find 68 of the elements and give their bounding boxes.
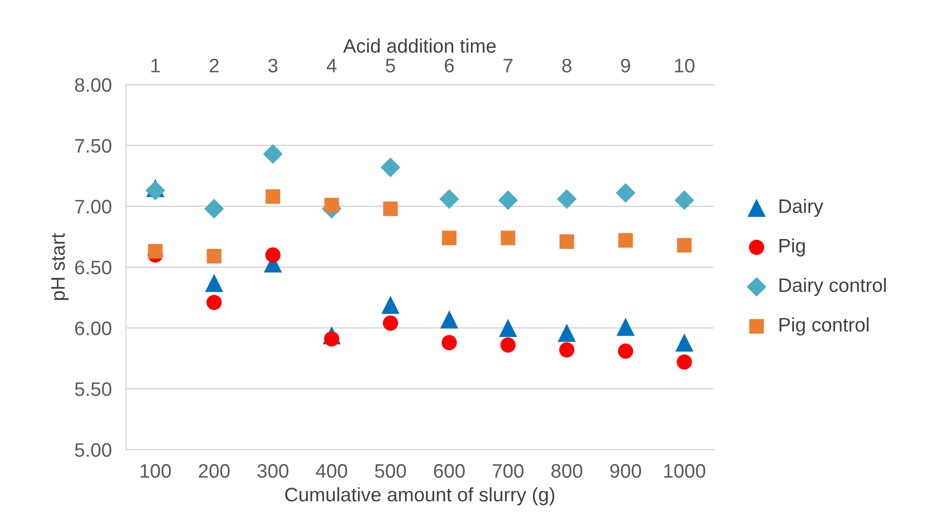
y-tick-label: 7.00 [75,200,112,214]
x-tick-label: 100 [140,464,171,478]
x-tick-label: 400 [316,464,348,478]
x-tick-label: 300 [257,464,288,478]
x2-tick-label: 8 [562,58,572,72]
legend-label: Pig [780,238,805,256]
x-tick-label: 900 [610,464,642,478]
y-axis-title: pH start [51,233,69,300]
point [206,248,222,264]
x2-tick-label: 6 [444,58,454,72]
point [381,296,400,314]
x2-tick-label: 5 [386,58,396,72]
y-tick-label: 7.50 [75,138,112,153]
point [500,230,516,246]
legend-label: Pig control [780,317,869,336]
point [677,238,692,253]
point [324,198,339,212]
x2-tick-label: 1 [151,58,160,72]
point [324,331,340,347]
point [266,189,280,204]
point [559,342,574,358]
x-tick-label: 700 [492,464,524,478]
x2-tick-label: 7 [504,58,512,72]
y-tick-label: 6.50 [75,260,112,274]
point [556,189,577,209]
point [148,244,163,259]
point [205,274,224,292]
point [382,316,398,331]
x-tick-label: 600 [434,464,465,478]
point [439,189,460,209]
point [675,334,694,352]
x2-tick-label: 3 [268,58,278,72]
point [676,354,692,370]
point [616,318,635,336]
point [204,198,224,219]
point [206,294,222,310]
x2-axis-title: Acid addition time [343,38,496,53]
x2-tick-label: 10 [675,58,694,72]
point [674,190,694,210]
y-tick-label: 8.00 [75,78,112,92]
x-tick-label: 200 [198,464,230,478]
y-tick-label: 5.50 [75,382,112,396]
point [265,247,281,263]
point [616,183,636,203]
x-tick-label: 800 [551,464,582,478]
legend-label: Dairy control [780,278,886,296]
point [560,234,574,249]
x-tick-label: 500 [375,464,406,478]
point [442,334,457,350]
x-tick-label: 1000 [664,464,706,478]
y-tick-label: 5.00 [75,443,112,457]
legend-label: Dairy [780,198,824,217]
point [618,233,633,248]
point [498,318,518,338]
point [263,144,283,164]
x2-tick-label: 4 [326,58,337,72]
x2-tick-label: 2 [210,58,219,72]
point [442,230,457,246]
point [618,343,634,359]
x2-tick-label: 9 [621,58,630,72]
point [500,337,516,353]
point [558,324,576,342]
point [498,190,518,210]
y-tick-label: 6.00 [75,321,112,336]
point [440,310,458,329]
point [380,158,400,178]
x-axis-title: Cumulative amount of slurry (g) [285,487,554,506]
point [383,201,398,216]
